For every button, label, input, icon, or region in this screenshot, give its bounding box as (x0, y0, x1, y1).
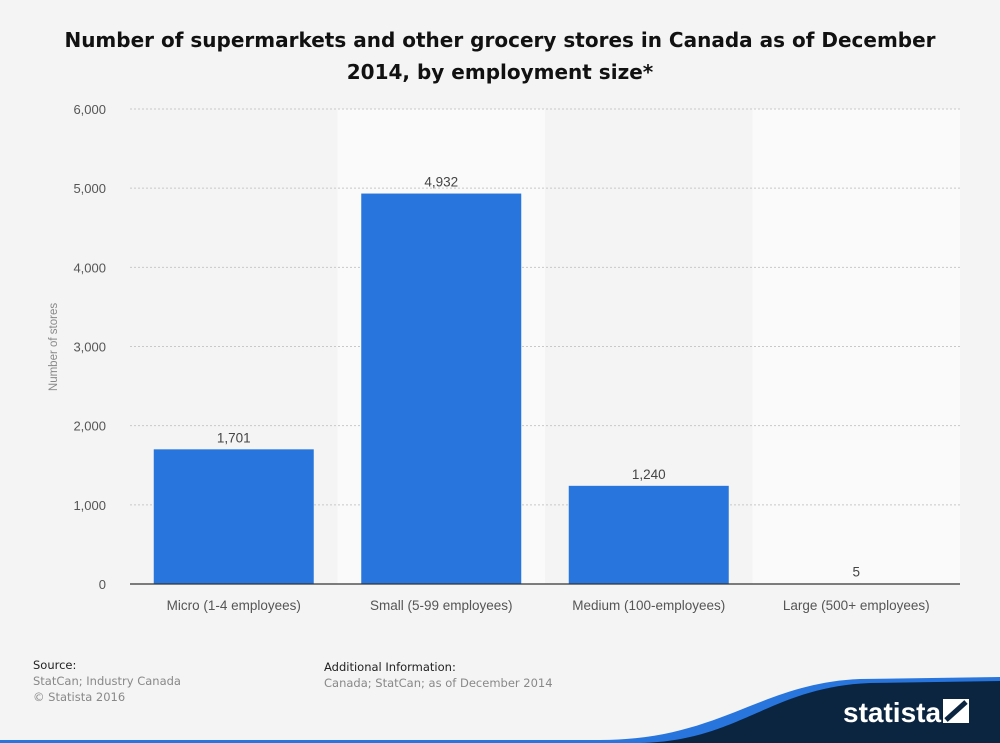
bar (153, 449, 314, 584)
logo-text: statista (843, 697, 941, 728)
copyright-line: © Statista 2016 (33, 690, 126, 704)
bar (361, 193, 522, 585)
data-label: 5 (852, 565, 860, 580)
source-label: Source: (33, 658, 77, 672)
source-line: StatCan; Industry Canada (33, 674, 181, 688)
y-tick-label: 0 (99, 577, 106, 592)
y-tick-label: 1,000 (73, 498, 106, 513)
x-tick-label: Large (500+ employees) (783, 598, 930, 613)
y-tick-label: 4,000 (73, 260, 106, 275)
statista-logo: statista (0, 677, 1000, 743)
additional-info-block: Additional Information: Canada; StatCan;… (324, 659, 553, 691)
chart-title: Number of supermarkets and other grocery… (64, 28, 936, 84)
data-label: 1,240 (632, 467, 666, 482)
x-tick-label: Medium (100-employees) (572, 598, 725, 613)
x-tick-label: Small (5-99 employees) (370, 598, 513, 613)
info-text: Canada; StatCan; as of December 2014 (324, 676, 553, 690)
y-tick-label: 6,000 (73, 102, 106, 117)
y-tick-label: 5,000 (73, 181, 106, 196)
data-label: 4,932 (424, 175, 458, 190)
y-tick-label: 2,000 (73, 419, 106, 434)
y-tick-label: 3,000 (73, 340, 106, 355)
bar (568, 485, 729, 584)
x-tick-label: Micro (1-4 employees) (167, 598, 301, 613)
source-block: Source: StatCan; Industry Canada © Stati… (33, 657, 181, 705)
info-label: Additional Information: (324, 660, 456, 674)
data-label: 1,701 (217, 430, 251, 445)
y-axis-label: Number of stores (48, 303, 60, 391)
bar-chart: 0 1,000 2,000 3,000 4,000 5,000 6,000 Number of… (48, 102, 960, 613)
